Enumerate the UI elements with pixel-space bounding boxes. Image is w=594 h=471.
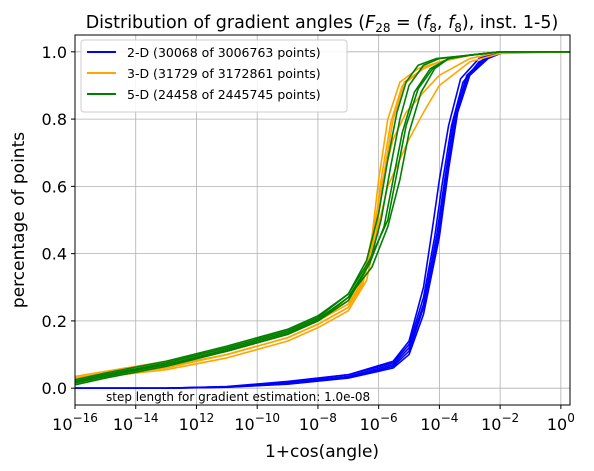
legend: 2-D (30068 of 3006763 points) 3-D (31729 … bbox=[80, 39, 348, 113]
title-f2: f bbox=[448, 13, 457, 33]
title-f1-sub: 8 bbox=[429, 21, 437, 35]
x-tick-exponent: −14 bbox=[133, 411, 158, 425]
title-eq: = ( bbox=[390, 13, 423, 33]
x-tick-base: 10 bbox=[481, 415, 501, 434]
plot-frame bbox=[74, 34, 571, 406]
x-tick-label: 10−14 bbox=[113, 411, 159, 434]
x-tick-exponent: −2 bbox=[501, 411, 519, 425]
legend-box bbox=[80, 39, 348, 113]
x-tick-base: 10 bbox=[420, 415, 440, 434]
title-prefix: Distribution of gradient angles ( bbox=[86, 13, 365, 33]
y-tick-label: 0.0 bbox=[42, 379, 67, 398]
x-tick-base: 10 bbox=[547, 415, 567, 434]
legend-label-5-d: 5-D (24458 of 2445745 points) bbox=[127, 87, 321, 102]
x-tick-base: 10 bbox=[299, 415, 319, 434]
x-tick-label: 10−8 bbox=[299, 411, 337, 434]
title-comma: , bbox=[437, 13, 448, 33]
title-F-sub: 28 bbox=[375, 21, 390, 35]
x-tick-base: 10 bbox=[234, 415, 254, 434]
step-length-annotation: step length for gradient estimation: 1.0… bbox=[106, 390, 370, 404]
x-tick-base: 10 bbox=[360, 415, 380, 434]
y-tick-label: 0.2 bbox=[42, 312, 67, 331]
x-tick-exponent: −6 bbox=[380, 411, 398, 425]
title-F: F bbox=[365, 13, 376, 33]
chart-title: Distribution of gradient angles (F28 = (… bbox=[86, 13, 559, 35]
legend-label-2-d: 2-D (30068 of 3006763 points) bbox=[127, 45, 321, 60]
title-f1: f bbox=[423, 13, 432, 33]
x-tick-exponent: −16 bbox=[73, 411, 98, 425]
x-axis-ticks: 10−16 10−14 1012 10−10 10−8 10−6 10−4 10−2 100 bbox=[52, 405, 575, 434]
y-tick-label: 0.6 bbox=[42, 177, 67, 196]
x-tick-base: 10 bbox=[113, 415, 133, 434]
x-tick-label: 100 bbox=[547, 411, 575, 434]
x-tick-exponent: 12 bbox=[199, 411, 214, 425]
y-tick-label: 0.4 bbox=[42, 245, 67, 264]
x-tick-base: 10 bbox=[52, 415, 72, 434]
y-axis-label: percentage of points bbox=[9, 132, 29, 308]
x-tick-exponent: 0 bbox=[567, 411, 575, 425]
y-tick-label: 1.0 bbox=[42, 43, 67, 62]
legend-label-3-d: 3-D (31729 of 3172861 points) bbox=[127, 66, 321, 81]
x-tick-exponent: −10 bbox=[255, 411, 280, 425]
title-f2-sub: 8 bbox=[454, 21, 462, 35]
x-tick-label: 10−2 bbox=[481, 411, 519, 434]
y-axis-ticks: 0.0 0.2 0.4 0.6 0.8 1.0 bbox=[42, 43, 75, 398]
title-suffix: ), inst. 1-5) bbox=[462, 13, 558, 33]
x-tick-label: 10−6 bbox=[360, 411, 398, 434]
x-tick-label: 10−10 bbox=[234, 411, 280, 434]
x-tick-label: 10−4 bbox=[420, 411, 458, 434]
data-curves bbox=[74, 51, 571, 389]
y-tick-label: 0.8 bbox=[42, 110, 67, 129]
x-tick-exponent: −8 bbox=[319, 411, 337, 425]
series-5-d-curve-5 bbox=[74, 51, 570, 381]
x-tick-base: 10 bbox=[179, 415, 199, 434]
x-tick-label: 1012 bbox=[179, 411, 215, 434]
x-axis-label: 1+cos(angle) bbox=[265, 442, 379, 462]
x-tick-label: 10−16 bbox=[52, 411, 98, 434]
x-tick-exponent: −4 bbox=[441, 411, 459, 425]
